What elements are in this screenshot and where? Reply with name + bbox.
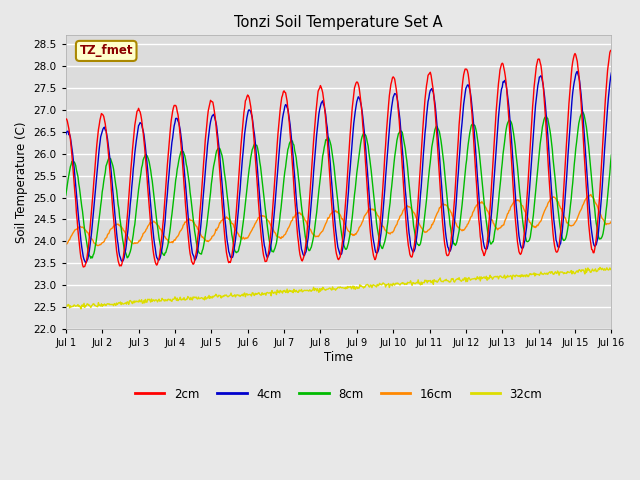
Text: TZ_fmet: TZ_fmet — [79, 45, 133, 58]
X-axis label: Time: Time — [324, 351, 353, 364]
Legend: 2cm, 4cm, 8cm, 16cm, 32cm: 2cm, 4cm, 8cm, 16cm, 32cm — [131, 383, 547, 405]
Y-axis label: Soil Temperature (C): Soil Temperature (C) — [15, 121, 28, 243]
Title: Tonzi Soil Temperature Set A: Tonzi Soil Temperature Set A — [234, 15, 443, 30]
